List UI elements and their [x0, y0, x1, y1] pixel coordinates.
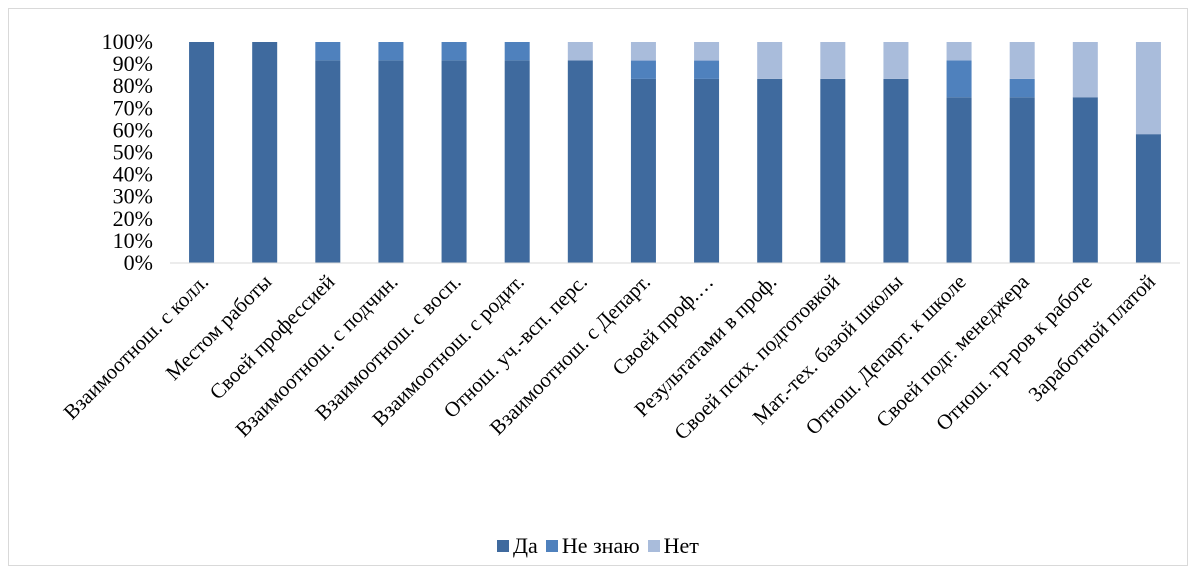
bar-segment-2-13 — [946, 60, 972, 98]
y-tick-label: 40% — [113, 162, 153, 187]
legend-item: Да — [497, 533, 538, 559]
bar-segment-3-11 — [820, 42, 846, 79]
bar-segment-1-1 — [189, 42, 215, 263]
bar-segment-2-3 — [315, 42, 341, 61]
bar-segment-1-16 — [1135, 134, 1161, 263]
y-tick-label: 10% — [113, 228, 153, 253]
bar-segment-1-4 — [378, 60, 404, 263]
legend: Да Не знаю Нет — [0, 532, 1196, 559]
legend-swatch — [647, 540, 660, 552]
plot-area — [189, 42, 1161, 263]
bar-segment-3-8 — [630, 42, 656, 61]
y-tick-label: 100% — [102, 29, 153, 54]
y-axis: 0%10%20%30%40%50%60%70%80%90%100% — [102, 29, 153, 275]
y-tick-label: 30% — [113, 184, 153, 209]
bar-segment-3-9 — [694, 42, 720, 61]
bar-segment-2-9 — [694, 60, 720, 79]
y-tick-label: 20% — [113, 206, 153, 231]
bar-segment-2-8 — [630, 60, 656, 79]
bar-segment-1-11 — [820, 78, 846, 263]
bar-segment-3-7 — [567, 42, 593, 61]
bar-segment-1-5 — [441, 60, 467, 263]
y-tick-label: 60% — [113, 117, 153, 142]
legend-label: Да — [513, 533, 538, 558]
y-tick-label: 70% — [113, 95, 153, 120]
bar-segment-1-12 — [883, 78, 909, 263]
bar-segment-1-9 — [694, 78, 720, 263]
bar-segment-1-8 — [630, 78, 656, 263]
bar-segment-1-13 — [946, 97, 972, 263]
bar-segment-1-14 — [1009, 97, 1035, 263]
y-tick-label: 50% — [113, 140, 153, 165]
bar-segment-2-5 — [441, 42, 467, 61]
bar-segment-1-10 — [757, 78, 783, 263]
y-tick-label: 80% — [113, 73, 153, 98]
legend-swatch — [497, 540, 510, 552]
bar-segment-1-7 — [567, 60, 593, 263]
bar-segment-3-16 — [1135, 42, 1161, 135]
legend-item: Не знаю — [545, 533, 640, 559]
y-tick-label: 90% — [113, 51, 153, 76]
y-tick-label: 0% — [124, 250, 153, 275]
bar-segment-3-10 — [757, 42, 783, 79]
bar-segment-3-15 — [1072, 42, 1098, 98]
bar-segment-2-4 — [378, 42, 404, 61]
bar-segment-1-3 — [315, 60, 341, 263]
bar-segment-2-6 — [504, 42, 530, 61]
legend-swatch — [545, 540, 558, 552]
bar-segment-3-12 — [883, 42, 909, 79]
legend-item: Нет — [647, 533, 699, 559]
legend-label: Не знаю — [561, 533, 640, 558]
bar-segment-2-14 — [1009, 78, 1035, 98]
legend-label: Нет — [663, 533, 699, 558]
bar-segment-1-2 — [252, 42, 278, 263]
bar-segment-3-14 — [1009, 42, 1035, 79]
bar-segment-3-13 — [946, 42, 972, 61]
bar-segment-1-6 — [504, 60, 530, 263]
bar-segment-1-15 — [1072, 97, 1098, 263]
